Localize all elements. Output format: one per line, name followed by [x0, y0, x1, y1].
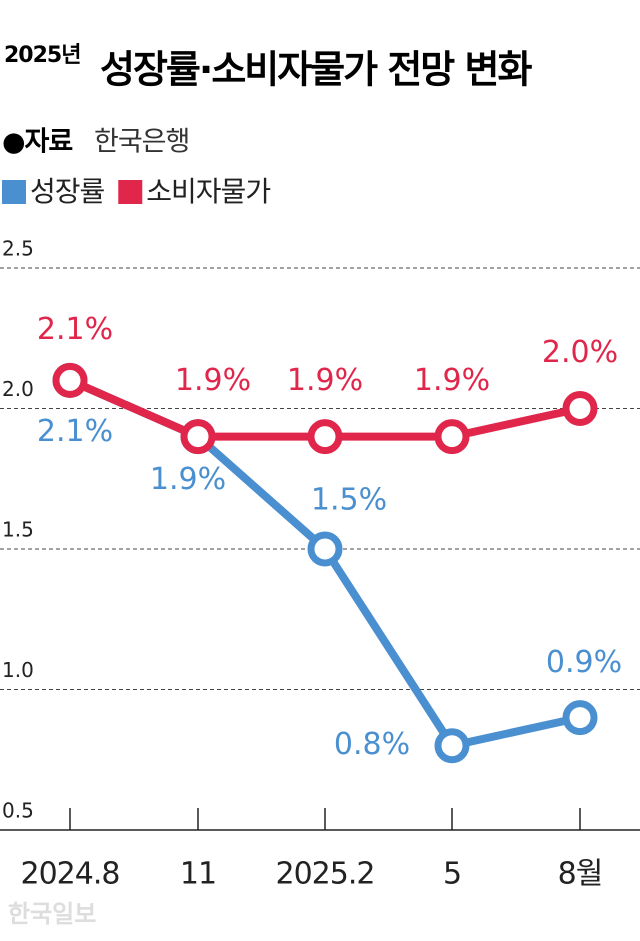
value-label: 2.1%: [37, 414, 113, 449]
title-year: 2025년: [4, 43, 80, 68]
x-tick-label: 2025.2: [276, 857, 375, 892]
source: 한국은행: [94, 127, 189, 158]
x-tick-label: 11: [180, 857, 216, 892]
y-tick-label: 2.0: [2, 377, 34, 401]
value-label: 1.9%: [287, 363, 363, 398]
value-label: 2.1%: [37, 312, 113, 347]
value-label: 2.0%: [542, 335, 618, 370]
value-label: 1.9%: [175, 363, 251, 398]
value-label: 1.9%: [150, 462, 226, 497]
point-marker: [52, 362, 88, 398]
x-tick-label: 8월: [558, 857, 603, 892]
x-tick-label: 5: [443, 857, 461, 892]
point-marker: [307, 531, 343, 567]
y-tick-label: 2.5: [2, 237, 34, 261]
legend-label: 소비자물가: [146, 175, 270, 208]
value-label: 0.8%: [334, 727, 410, 762]
y-tick-label: 1.0: [2, 658, 34, 682]
point-marker: [307, 419, 343, 455]
y-tick-label: 0.5: [2, 799, 34, 823]
value-label: 1.9%: [414, 363, 490, 398]
watermark: 한국일보: [8, 900, 96, 928]
legend-swatch: [118, 180, 143, 204]
legend-label: 성장률: [30, 175, 105, 208]
point-marker: [562, 391, 598, 426]
point-marker: [562, 700, 598, 736]
point-marker: [434, 728, 470, 764]
value-label: 1.5%: [311, 483, 387, 518]
value-label: 0.9%: [546, 645, 622, 680]
point-marker: [434, 419, 470, 455]
point-marker: [180, 419, 216, 455]
chart-title: 성장률·소비자물가 전망 변화: [100, 48, 532, 92]
y-tick-label: 1.5: [2, 518, 34, 542]
x-tick-label: 2024.8: [21, 857, 120, 892]
source-label: ●자료: [2, 127, 72, 158]
legend-swatch: [2, 180, 26, 204]
